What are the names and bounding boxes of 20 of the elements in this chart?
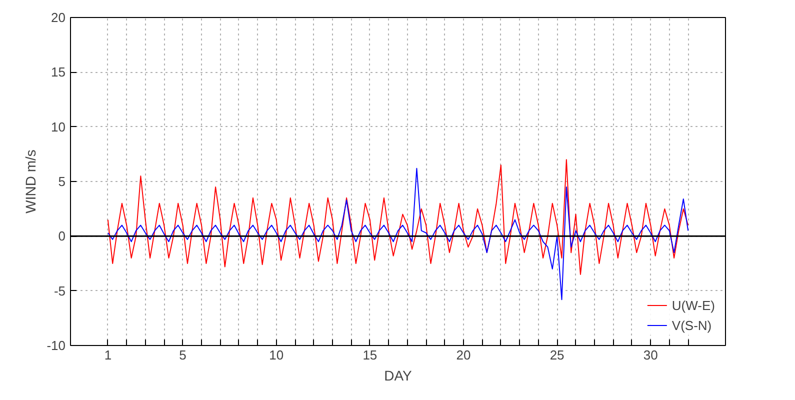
y-tick-label: -5 [54,283,66,298]
y-tick-label: 0 [58,228,66,244]
legend-label: U(W-E) [672,298,715,312]
line-series [107,168,689,300]
y-tick-label: 20 [51,10,66,25]
x-tick-label: 10 [269,348,284,362]
y-tick-label: 10 [51,119,66,134]
x-tick-label: 30 [643,348,658,362]
y-tick-label: -10 [46,338,66,353]
x-tick-label: 20 [456,348,471,362]
y-axis-title: WIND m/s [22,150,39,214]
line-series [107,159,689,275]
y-tick-label: 5 [58,174,66,189]
x-tick-label: 25 [550,348,564,362]
legend-label: V(S-N) [672,318,712,332]
y-tick-label: 15 [51,64,66,80]
x-axis-title: DAY [384,368,413,384]
x-tick-label: 1 [104,348,112,362]
x-tick-label: 5 [179,348,186,362]
x-tick-label: 15 [362,348,378,362]
